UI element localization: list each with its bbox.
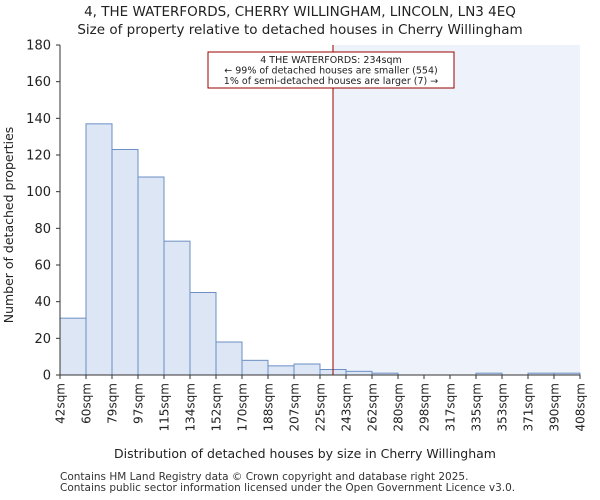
x-tick-label: 353sqm bbox=[496, 383, 510, 431]
highlight-region bbox=[333, 45, 580, 375]
annotation-line: ← 99% of detached houses are smaller (55… bbox=[224, 66, 437, 77]
x-tick-label: 152sqm bbox=[210, 383, 224, 431]
annotation-text-group: 4 THE WATERFORDS: 234sqm← 99% of detache… bbox=[224, 55, 438, 87]
attribution-footer: Contains HM Land Registry data © Crown c… bbox=[60, 472, 515, 494]
x-tick-label: 207sqm bbox=[288, 383, 302, 431]
histogram-bar bbox=[111, 149, 139, 376]
x-tick-label: 408sqm bbox=[574, 383, 588, 431]
y-tick-label: 120 bbox=[26, 149, 51, 164]
x-tick-label: 97sqm bbox=[132, 383, 146, 424]
histogram-bar bbox=[85, 123, 113, 376]
histogram-bar bbox=[345, 370, 373, 376]
chart-subtitle: Size of property relative to detached ho… bbox=[77, 22, 523, 38]
chart-title-block: 4, THE WATERFORDS, CHERRY WILLINGHAM, LI… bbox=[0, 3, 600, 39]
x-tick-label: 317sqm bbox=[444, 383, 458, 431]
x-tick-label: 115sqm bbox=[158, 383, 172, 431]
x-tick-label: 280sqm bbox=[392, 383, 406, 431]
histogram-bar bbox=[137, 176, 165, 376]
x-tick-label: 371sqm bbox=[522, 383, 536, 431]
x-tick-label: 79sqm bbox=[106, 383, 120, 424]
annotation-line: 4 THE WATERFORDS: 234sqm bbox=[260, 55, 402, 66]
histogram-bar bbox=[267, 365, 295, 376]
y-tick-label: 20 bbox=[34, 332, 51, 347]
y-axis-label: Number of detached properties bbox=[1, 127, 16, 324]
y-tick-label: 60 bbox=[34, 259, 51, 274]
histogram-bar bbox=[215, 341, 243, 376]
histogram-bar bbox=[241, 359, 269, 376]
chart-title: 4, THE WATERFORDS, CHERRY WILLINGHAM, LI… bbox=[84, 4, 516, 20]
y-tick-label: 0 bbox=[43, 369, 51, 384]
x-tick-label: 42sqm bbox=[54, 383, 68, 424]
x-axis-label: Distribution of detached houses by size … bbox=[114, 446, 496, 461]
histogram-bar bbox=[293, 363, 321, 376]
x-tick-label: 298sqm bbox=[418, 383, 432, 431]
footer-line-2: Contains public sector information licen… bbox=[60, 482, 516, 494]
footer-line-1: Contains HM Land Registry data © Crown c… bbox=[60, 471, 469, 483]
y-tick-label: 180 bbox=[26, 39, 51, 54]
y-tick-label: 80 bbox=[34, 222, 51, 237]
axes-layer: 0 20 40 60 80 100 120 140 160 180 42sqm 60sqm 79sqm 9… bbox=[26, 39, 587, 432]
y-tick-label: 100 bbox=[26, 185, 51, 200]
histogram-bar bbox=[59, 317, 87, 376]
x-tick-label: 188sqm bbox=[262, 383, 276, 431]
x-tick-label: 335sqm bbox=[470, 383, 484, 431]
y-tick-label: 140 bbox=[26, 112, 51, 127]
x-tick-label: 225sqm bbox=[314, 383, 328, 431]
x-tick-label: 243sqm bbox=[340, 383, 354, 431]
y-tick-label: 40 bbox=[34, 295, 51, 310]
x-tick-label: 262sqm bbox=[366, 383, 380, 431]
x-tick-label: 170sqm bbox=[236, 383, 250, 431]
histogram-bar bbox=[189, 292, 217, 376]
y-tick-label: 160 bbox=[26, 75, 51, 90]
annotation-box bbox=[207, 51, 455, 89]
histogram-bar bbox=[163, 240, 191, 376]
x-tick-label: 60sqm bbox=[80, 383, 94, 424]
annotation-line: 1% of semi-detached houses are larger (7… bbox=[224, 76, 438, 87]
bars-layer bbox=[59, 123, 581, 376]
x-tick-label: 134sqm bbox=[184, 383, 198, 431]
x-tick-label: 390sqm bbox=[548, 383, 562, 431]
